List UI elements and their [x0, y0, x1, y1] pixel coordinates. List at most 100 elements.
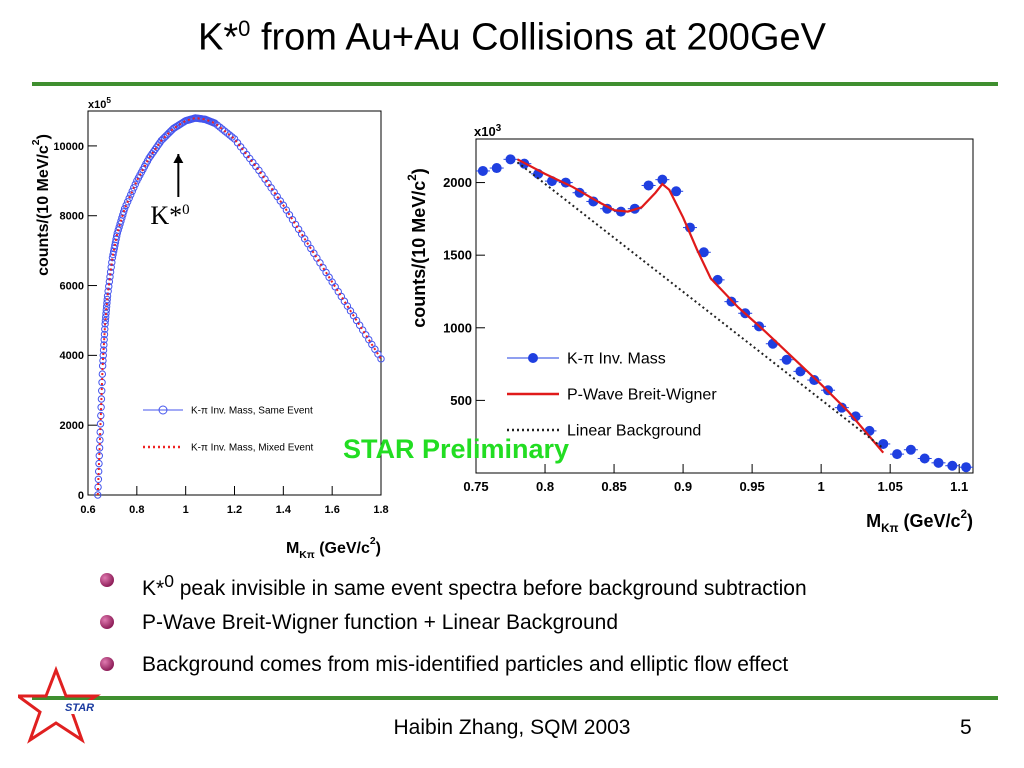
- x-tick-label: 1.2: [227, 504, 242, 516]
- bullet-item: K*0 peak invisible in same event spectra…: [100, 566, 807, 608]
- slide-title: K*0 from Au+Au Collisions at 200GeV: [198, 16, 826, 59]
- series-2: [516, 161, 884, 450]
- data-point: [103, 295, 111, 304]
- legend-label: Linear Background: [567, 423, 701, 440]
- bullet-item: Background comes from mis-identified par…: [100, 650, 807, 692]
- x-tick-label: 1.1: [950, 479, 968, 494]
- x-tick-label: 0.8: [536, 479, 554, 494]
- data-point: [961, 462, 972, 473]
- x-tick-label: 1.4: [276, 504, 292, 516]
- data-point: [98, 370, 107, 378]
- data-point: [477, 165, 488, 176]
- data-point: [947, 460, 958, 471]
- y-tick-label: 2000: [60, 420, 84, 432]
- data-point: [657, 174, 668, 185]
- data-point: [100, 330, 109, 339]
- y-tick-label: 1500: [443, 248, 472, 263]
- series-0: [94, 114, 385, 499]
- legend-marker: [528, 353, 538, 363]
- axis-exponent: x105: [88, 96, 111, 111]
- x-tick-label: 1.6: [325, 504, 340, 516]
- data-point: [100, 335, 108, 344]
- plot-frame: [87, 110, 382, 496]
- y-tick-label: 1000: [443, 320, 472, 335]
- data-point: [892, 449, 903, 460]
- data-point: [122, 201, 130, 209]
- data-point: [102, 309, 110, 318]
- series-line: [96, 116, 382, 496]
- data-point: [130, 184, 138, 192]
- x-tick-label: 0.8: [129, 504, 144, 516]
- data-point: [125, 194, 133, 202]
- data-point: [377, 355, 385, 363]
- data-point: [221, 127, 229, 135]
- arrow-head-icon: [173, 154, 184, 163]
- legend-label: K-π Inv. Mass: [567, 351, 666, 368]
- bullet-dot-icon: [100, 657, 114, 671]
- svg-text:STAR: STAR: [65, 702, 94, 714]
- bullet-dot-icon: [100, 573, 114, 587]
- data-point: [933, 457, 944, 468]
- y-tick-label: 8000: [60, 211, 84, 223]
- data-point: [767, 338, 778, 349]
- x-tick-label: 0.85: [601, 479, 626, 494]
- series-1: [96, 116, 382, 496]
- data-point: [698, 247, 709, 258]
- data-point: [225, 131, 234, 139]
- data-point: [223, 129, 231, 137]
- data-point: [781, 354, 792, 365]
- x-axis-label: MKπ (GeV/c2): [866, 508, 973, 535]
- data-point: [120, 208, 128, 216]
- x-tick-label: 1: [818, 479, 825, 494]
- x-tick-label: 0.9: [674, 479, 692, 494]
- y-tick-label: 10000: [53, 141, 84, 153]
- bullet-dot-icon: [100, 615, 114, 629]
- x-axis-label: MKπ (GeV/c2): [286, 536, 381, 561]
- x-tick-label: 1: [183, 504, 189, 516]
- data-point: [101, 325, 109, 333]
- star-preliminary-label: STAR Preliminary: [343, 434, 570, 464]
- axis-exponent: x103: [474, 123, 502, 139]
- series-0: [475, 154, 974, 473]
- y-tick-label: 6000: [60, 280, 84, 292]
- footer-divider: [32, 696, 998, 700]
- legend-label: P-Wave Breit-Wigner: [567, 387, 717, 404]
- bullet-list: K*0 peak invisible in same event spectra…: [100, 566, 807, 692]
- y-tick-label: 0: [78, 490, 84, 502]
- series-line: [516, 158, 885, 454]
- data-point: [218, 125, 226, 133]
- legend-marker: [158, 405, 168, 415]
- legend-label: K-π Inv. Mass, Mixed Event: [191, 443, 314, 454]
- legend-label: K-π Inv. Mass, Same Event: [191, 406, 313, 417]
- data-point: [94, 475, 103, 483]
- bullet-item: P-Wave Breit-Wigner function + Linear Ba…: [100, 608, 807, 650]
- x-tick-label: 0.75: [463, 479, 488, 494]
- data-point: [211, 119, 219, 127]
- y-tick-label: 4000: [60, 350, 84, 362]
- left-chart: 0.6 0.8 1 1.2 1.4 1.6 1.8 0 2000 4000 6000 8000 1000…: [31, 96, 389, 561]
- x-tick-label: 0.95: [739, 479, 764, 494]
- data-point: [795, 366, 806, 377]
- data-point: [100, 341, 108, 349]
- data-point: [95, 459, 103, 468]
- data-point: [123, 198, 132, 206]
- data-point: [102, 306, 111, 314]
- title-divider: [32, 82, 998, 86]
- data-point: [643, 180, 654, 191]
- data-point: [101, 320, 109, 328]
- data-point: [905, 444, 916, 455]
- data-point: [128, 187, 136, 195]
- data-point: [588, 196, 599, 207]
- y-axis-label: counts/(10 MeV/c2): [31, 134, 52, 276]
- series-1: [516, 158, 885, 454]
- data-point: [96, 420, 105, 428]
- data-point: [127, 191, 135, 199]
- data-point: [131, 180, 140, 189]
- y-axis-label: counts/(10 MeV/c2): [406, 168, 429, 328]
- data-point: [228, 133, 236, 141]
- data-point: [809, 375, 820, 386]
- x-tick-label: 1.05: [878, 479, 903, 494]
- data-point: [505, 154, 516, 165]
- data-point: [491, 163, 502, 174]
